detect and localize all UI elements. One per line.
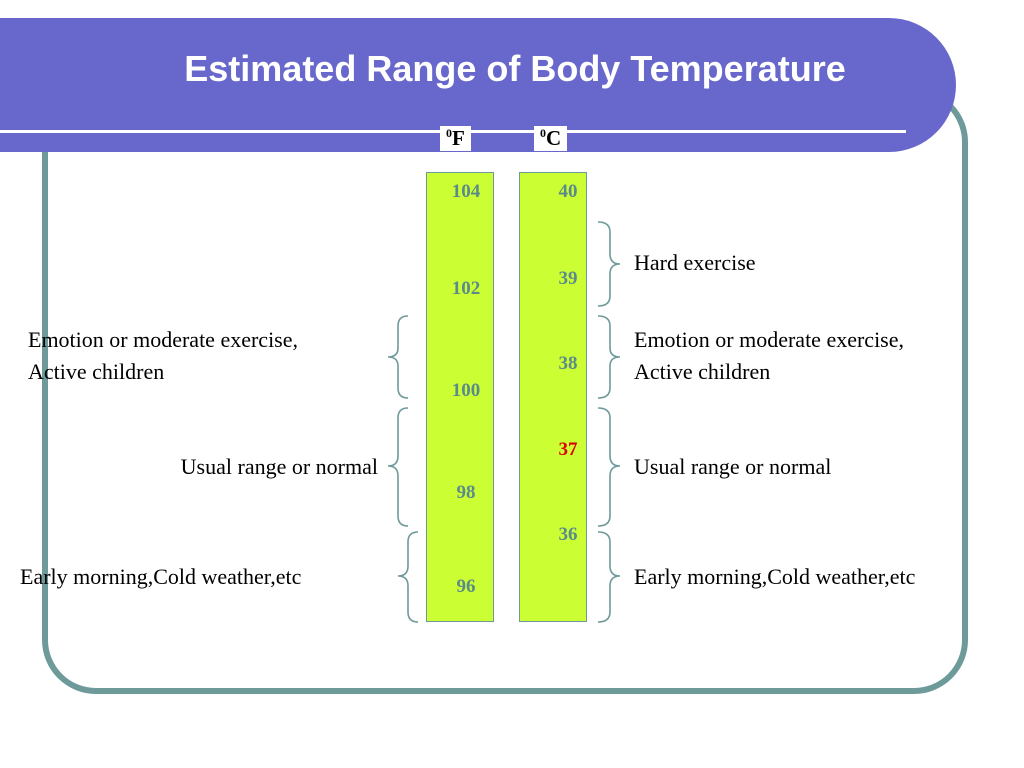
celsius-tick: 36	[558, 524, 578, 545]
right-brace-early	[597, 531, 621, 623]
left-label-usual: Usual range or normal	[180, 454, 378, 479]
left-label-early: Early morning,Cold weather,etc	[20, 564, 302, 589]
right-label-early: Early morning,Cold weather,etc	[634, 564, 916, 589]
celsius-tick: 39	[558, 268, 578, 289]
celsius-unit-label: 0C	[534, 126, 568, 151]
fahrenheit-tick: 96	[456, 576, 476, 597]
celsius-tick: 40	[558, 181, 578, 202]
fahrenheit-unit-label: 0F	[440, 126, 471, 151]
right-label-usual: Usual range or normal	[634, 454, 832, 479]
page-title: Estimated Range of Body Temperature	[184, 48, 846, 89]
right-label-emotion: Emotion or moderate exercise, Active chi…	[634, 327, 905, 384]
celsius-scale-bar	[519, 172, 587, 622]
left-brace-usual	[387, 407, 409, 527]
right-label-hard: Hard exercise	[634, 250, 756, 275]
fahrenheit-scale-bar	[426, 172, 494, 622]
right-brace-hard	[597, 221, 621, 307]
left-brace-early	[397, 531, 419, 623]
title-banner	[0, 18, 956, 152]
left-brace-emotion	[387, 315, 409, 399]
right-brace-emotion	[597, 315, 621, 399]
fahrenheit-tick: 98	[456, 482, 476, 503]
fahrenheit-tick: 100	[451, 380, 481, 401]
celsius-tick-normal: 37	[558, 439, 578, 460]
fahrenheit-tick: 102	[451, 278, 481, 299]
celsius-tick: 38	[558, 353, 578, 374]
right-brace-usual	[597, 407, 621, 527]
left-label-emotion: Emotion or moderate exercise, Active chi…	[28, 327, 299, 384]
fahrenheit-tick: 104	[451, 181, 481, 202]
